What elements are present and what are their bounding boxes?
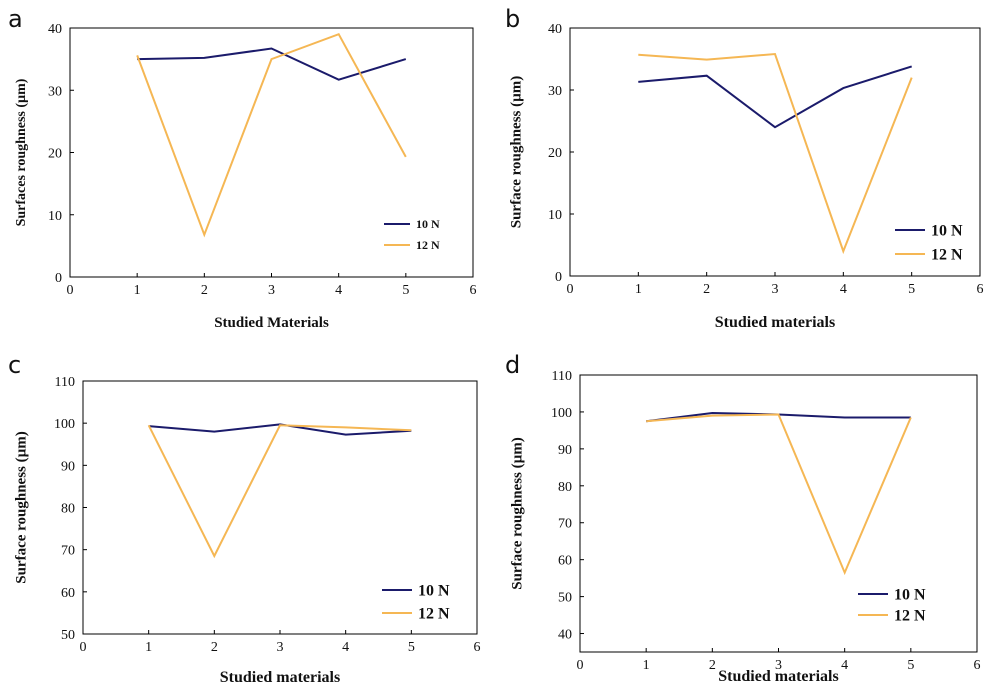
panel-letter: b [505,5,520,33]
y-tick-label: 0 [555,270,562,285]
chart-panel-b: b 0 1 2 3 4 5 6 0 10 20 30 40 Studied materials Surfac… [505,5,984,331]
legend-label: 12 N [894,608,926,625]
x-tick-label: 4 [342,640,349,655]
y-tick-label: 10 [548,208,562,223]
legend-label: 12 N [931,247,963,264]
x-tick-label: 2 [703,282,710,297]
y-tick-label: 90 [558,443,572,458]
panel-letter: c [8,351,21,379]
chart-panel-c: c 0 1 2 3 4 5 6 50 60 70 80 90 100 110 Studied material… [8,351,481,686]
y-tick-label: 50 [61,628,75,643]
x-tick-label: 1 [643,658,650,673]
x-tick-label: 3 [268,283,275,298]
plot-frame [69,27,474,278]
y-tick-label: 100 [54,417,75,432]
y-tick-label: 20 [548,146,562,161]
y-axis-label: Surface roughness (µm) [13,431,29,584]
x-tick-label: 5 [908,282,915,297]
x-tick-label: 3 [772,282,779,297]
x-tick-label: 1 [145,640,152,655]
y-tick-label: 60 [558,554,572,569]
x-tick-label: 6 [974,658,981,673]
x-tick-label: 4 [841,658,848,673]
x-tick-label: 5 [408,640,415,655]
x-tick-label: 6 [470,283,477,298]
series-line-10n [137,47,407,81]
chart-panel-d: d 0 1 2 3 4 5 6 40 50 60 70 80 90 100 110 Studied materi… [505,351,981,685]
y-tick-label: 80 [61,502,75,517]
legend-label: 10 N [931,223,963,240]
y-tick-label: 20 [48,147,62,162]
y-axis-label: Surfaces roughness (µm) [14,78,29,226]
chart-panel-a: a 0 1 2 3 4 5 6 0 10 20 30 40 Studied Materials Surfac… [8,5,477,331]
y-tick-label: 70 [61,544,75,559]
x-tick-label: 1 [635,282,642,297]
x-tick-label: 6 [474,640,481,655]
x-tick-label: 5 [907,658,914,673]
x-tick-label: 1 [134,283,141,298]
x-tick-label: 3 [277,640,284,655]
x-tick-label: 0 [577,658,584,673]
x-axis-label: Studied materials [718,668,838,685]
y-tick-label: 100 [551,406,572,421]
legend-label: 12 N [418,606,450,623]
series-line-10n [638,65,913,129]
x-tick-label: 3 [775,658,782,673]
legend-label: 10 N [418,583,450,600]
x-tick-label: 5 [402,283,409,298]
legend-label: 10 N [416,217,440,231]
y-tick-label: 80 [558,480,572,495]
y-tick-label: 0 [55,271,62,286]
x-tick-label: 2 [211,640,218,655]
x-tick-label: 0 [567,282,574,297]
x-tick-label: 2 [201,283,208,298]
series-line-12n [646,413,912,576]
y-tick-label: 10 [48,209,62,224]
y-tick-label: 70 [558,517,572,532]
plot-frame [569,27,981,277]
y-tick-label: 40 [558,628,572,643]
x-tick-label: 4 [840,282,847,297]
y-tick-label: 40 [548,22,562,37]
x-tick-label: 2 [709,658,716,673]
legend-label: 12 N [416,238,440,252]
series-line-12n [147,424,412,559]
series-line-12n [136,32,407,238]
y-tick-label: 50 [558,591,572,606]
y-tick-label: 110 [552,369,572,384]
y-tick-label: 60 [61,586,75,601]
x-axis-label: Studied materials [715,314,835,331]
panel-letter: a [8,5,23,33]
y-tick-label: 40 [48,22,62,37]
y-tick-label: 110 [55,375,75,390]
panel-letter: d [505,351,520,379]
x-tick-label: 4 [335,283,342,298]
series-line-12n [638,52,913,255]
y-tick-label: 30 [548,84,562,99]
y-tick-label: 30 [48,84,62,99]
y-axis-label: Surface roughness (µm) [509,437,525,590]
y-tick-label: 90 [61,459,75,474]
y-axis-label: Surface roughness (µm) [508,76,524,229]
x-tick-label: 6 [977,282,984,297]
legend-label: 10 N [894,587,926,604]
x-tick-label: 0 [80,640,87,655]
x-axis-label: Studied Materials [214,315,329,331]
x-tick-label: 0 [67,283,74,298]
x-axis-label: Studied materials [220,669,340,686]
